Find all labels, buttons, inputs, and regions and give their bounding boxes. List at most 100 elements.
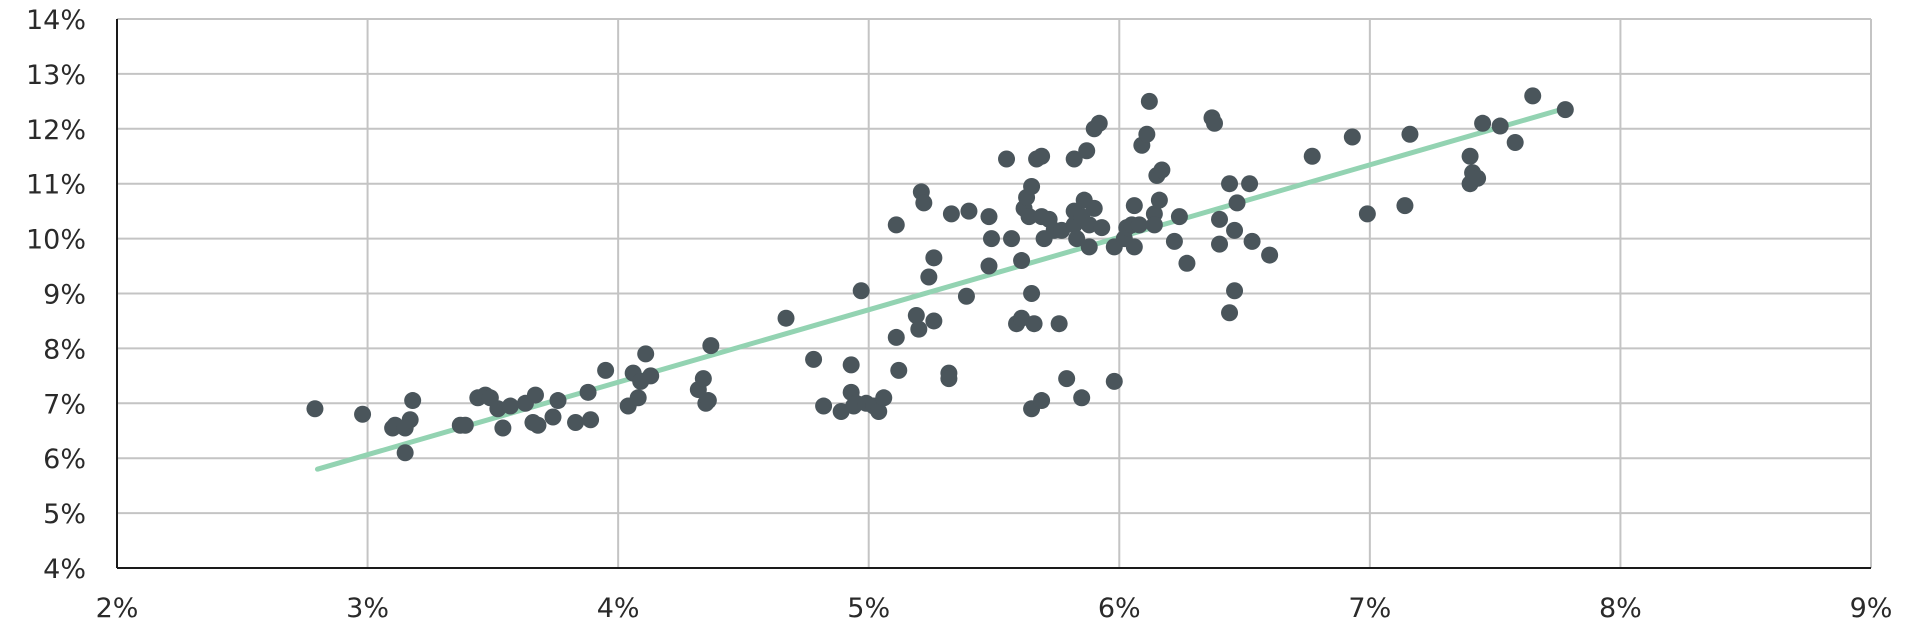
data-point [1243,232,1261,250]
data-point [940,370,958,388]
data-point [1506,134,1524,152]
data-point [890,361,908,379]
data-point [597,361,615,379]
data-point [526,386,544,404]
data-point [1033,392,1051,410]
trendline-layer [314,104,1573,472]
data-point [942,205,960,223]
data-point [1080,238,1098,256]
data-point [980,257,998,275]
data-point [1050,315,1068,333]
data-point [980,208,998,226]
y-tick-label: 11% [26,170,86,201]
data-point [582,411,600,429]
data-points [306,87,1574,462]
data-point [1093,219,1111,237]
x-tick-label: 6% [1098,593,1141,624]
data-point [1165,232,1183,250]
data-point [529,416,547,434]
data-point [915,194,933,212]
data-point [1178,254,1196,272]
data-point [925,249,943,267]
data-point [1524,87,1542,105]
data-point [1474,114,1492,132]
data-point [1261,246,1279,264]
y-tick-label: 10% [26,225,86,256]
x-tick-label: 2% [96,593,139,624]
data-point [1090,114,1108,132]
data-point [629,389,647,407]
x-tick-label: 5% [847,593,890,624]
data-point [960,202,978,220]
y-tick-label: 12% [26,115,86,146]
data-point [1461,147,1479,165]
data-point [1125,238,1143,256]
data-point [702,337,720,355]
data-point [777,309,795,327]
data-point [1226,221,1244,239]
data-point [998,150,1016,168]
x-tick-label: 9% [1850,593,1893,624]
data-point [354,405,372,423]
gridlines [117,18,1872,568]
data-point [1073,389,1091,407]
data-point [637,345,655,363]
x-tick-label: 4% [597,593,640,624]
data-point [1150,191,1168,209]
data-point [1020,208,1038,226]
data-point [875,389,893,407]
data-point [887,216,905,234]
y-tick-label: 5% [43,499,86,530]
y-tick-label: 7% [43,389,86,420]
data-point [1130,216,1148,234]
data-point [1211,210,1229,228]
data-point [1033,147,1051,165]
y-tick-label: 4% [43,554,86,585]
data-point [494,419,512,437]
data-point [957,287,975,305]
data-point [870,403,888,421]
data-point [1013,252,1031,270]
data-point [1023,285,1041,302]
data-point [699,392,717,410]
data-point [404,392,422,410]
data-point [642,367,660,385]
data-point [1003,230,1021,248]
y-tick-label: 6% [43,444,86,475]
data-point [456,416,474,434]
data-point [1401,125,1419,143]
data-point [805,350,823,368]
data-point [907,306,925,324]
data-point [852,282,870,300]
data-point [1140,92,1158,110]
y-tick-label: 14% [26,5,86,36]
data-point [1343,128,1361,146]
data-point [1023,177,1041,195]
data-point [694,370,712,388]
data-point [306,400,324,418]
data-point [1358,205,1376,223]
tick-labels: 2% 3% 4% 5% 6% 7% 8% 9% 4% 5% 6% 7% 8% 9% 10% 11% 12% 13%… [26,5,1892,624]
data-point [920,268,938,286]
data-point [549,392,567,410]
data-point [1025,315,1043,333]
data-point [1105,372,1123,390]
data-point [925,312,943,330]
data-point [1303,147,1321,165]
data-point [1170,208,1188,226]
data-point [1065,150,1083,168]
data-point [1145,216,1163,234]
y-tick-label: 9% [43,280,86,311]
data-point [1211,235,1229,253]
data-point [1228,194,1246,212]
data-point [815,397,833,415]
data-point [1226,282,1244,300]
data-point [1078,142,1096,160]
data-point [1491,117,1509,135]
data-point [1125,197,1143,215]
data-point [567,414,585,432]
data-point [982,230,1000,248]
data-point [544,408,562,426]
data-point [910,320,928,338]
